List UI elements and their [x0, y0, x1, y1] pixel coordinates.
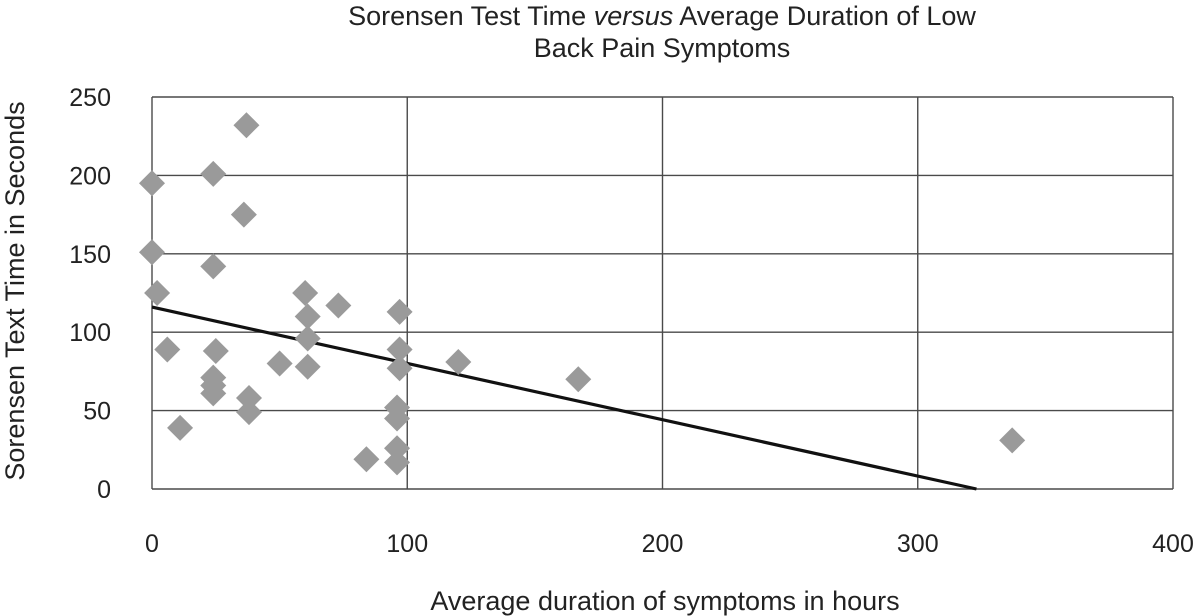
data-point	[200, 380, 227, 407]
data-point	[154, 336, 181, 363]
data-point	[266, 350, 293, 377]
y-tick-label: 150	[69, 241, 111, 269]
chart-title-part-3: Average Duration of Low	[673, 1, 976, 31]
data-point	[235, 385, 262, 412]
data-point	[353, 446, 380, 473]
data-point	[235, 399, 262, 426]
trendline-group	[151, 305, 977, 491]
data-point	[386, 336, 413, 363]
data-point	[200, 160, 227, 187]
data-point	[294, 353, 321, 380]
gridlines	[151, 96, 1174, 490]
chart-title-part-1: Sorensen Test Time	[348, 1, 594, 31]
x-tick-label: 200	[642, 530, 684, 558]
x-tick-label: 400	[1152, 530, 1194, 558]
data-point	[445, 348, 472, 375]
data-point	[386, 355, 413, 382]
data-point	[386, 298, 413, 325]
x-tick-label: 300	[897, 530, 939, 558]
x-tick-label: 0	[145, 530, 159, 558]
data-point	[230, 201, 257, 228]
chart-title: Sorensen Test Time versus Average Durati…	[348, 1, 976, 31]
data-point	[167, 414, 194, 441]
data-point	[202, 338, 229, 365]
data-point	[384, 405, 411, 432]
y-tick-label: 250	[69, 84, 111, 112]
data-point	[200, 253, 227, 280]
x-tick-labels: 0 100 200 300 400	[145, 530, 1194, 558]
data-point	[144, 280, 171, 306]
data-point	[139, 170, 165, 197]
data-point	[384, 435, 411, 462]
chart-title-line-2: Back Pain Symptoms	[534, 33, 791, 63]
data-points	[139, 112, 1026, 476]
data-point	[139, 239, 165, 266]
chart-title-italic: versus	[594, 1, 674, 31]
y-tick-label: 0	[97, 476, 111, 504]
trendline	[151, 305, 977, 491]
data-point	[565, 366, 592, 393]
data-point	[294, 303, 321, 330]
y-tick-labels: 0 50 100 150 200 250	[69, 84, 111, 504]
x-axis-label: Average duration of symptoms in hours	[430, 586, 899, 616]
data-point	[384, 449, 411, 476]
data-point	[233, 112, 260, 139]
data-point	[325, 292, 352, 319]
y-axis-label: Sorensen Text Time in Seconds	[0, 101, 30, 480]
y-tick-label: 100	[69, 319, 111, 347]
x-tick-label: 100	[386, 530, 428, 558]
y-tick-label: 200	[69, 162, 111, 190]
y-tick-label: 50	[83, 398, 111, 426]
data-point	[999, 427, 1026, 454]
data-point	[294, 325, 321, 352]
data-point	[292, 280, 319, 306]
